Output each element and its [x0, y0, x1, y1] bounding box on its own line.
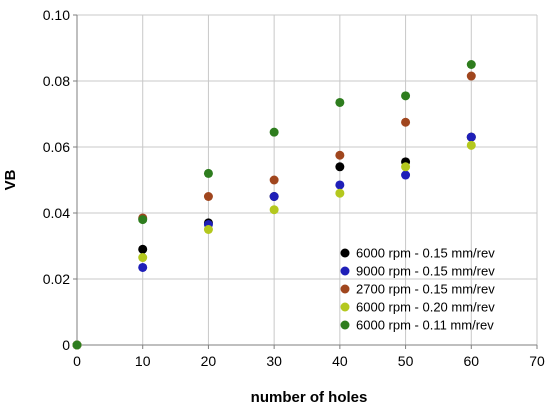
legend-marker [340, 284, 350, 294]
data-point [203, 192, 213, 201]
data-point [203, 168, 213, 178]
data-point [335, 162, 345, 172]
data-point [138, 253, 148, 263]
data-point [401, 117, 411, 127]
data-point [138, 262, 148, 272]
x-tick-label: 30 [266, 353, 282, 369]
x-tick-label: 60 [463, 353, 479, 369]
data-point [269, 205, 279, 215]
x-tick-label: 0 [73, 353, 81, 369]
data-point [72, 340, 82, 350]
data-points [72, 60, 476, 350]
legend-label: 9000 rpm - 0.15 mm/rev [356, 264, 495, 279]
y-axis-title: VB [2, 169, 19, 190]
y-tick-label: 0.08 [43, 73, 70, 89]
data-point [138, 215, 148, 225]
y-tick-label: 0.04 [43, 205, 70, 221]
data-point [269, 175, 279, 185]
tick-labels: 0 10 20 30 40 50 60 70 0 0.02 0.04 0.06 0.08 0.10 [43, 7, 545, 369]
y-tick-label: 0 [62, 337, 70, 353]
data-point [335, 188, 345, 198]
data-point [335, 97, 345, 107]
y-tick-label: 0.02 [43, 271, 70, 287]
y-tick-label: 0.10 [43, 7, 70, 23]
data-point [335, 180, 345, 190]
data-point [466, 60, 476, 69]
legend-marker [340, 266, 350, 276]
legend-label: 6000 rpm - 0.20 mm/rev [356, 300, 495, 315]
data-point [401, 91, 411, 101]
data-point [466, 132, 476, 142]
data-point [269, 192, 279, 201]
data-point [401, 162, 411, 172]
x-tick-label: 20 [201, 353, 217, 369]
legend-label: 2700 rpm - 0.15 mm/rev [356, 282, 495, 297]
legend-label: 6000 rpm - 0.15 mm/rev [356, 246, 495, 261]
x-tick-label: 70 [529, 353, 545, 369]
legend-marker [340, 302, 350, 312]
data-point [466, 140, 476, 150]
legend-label: 6000 rpm - 0.11 mm/rev [356, 318, 494, 333]
legend: 6000 rpm - 0.15 mm/rev 9000 rpm - 0.15 mm… [340, 246, 495, 333]
data-point [138, 244, 148, 254]
data-point [335, 150, 345, 160]
data-point [203, 225, 213, 234]
series-points [72, 60, 476, 350]
legend-marker [340, 320, 350, 330]
y-tick-label: 0.06 [43, 139, 70, 155]
data-point [269, 127, 279, 137]
legend-marker [340, 248, 350, 258]
x-tick-label: 10 [135, 353, 151, 369]
data-point [466, 71, 476, 81]
x-tick-label: 40 [332, 353, 348, 369]
x-axis-title: number of holes [251, 389, 368, 406]
data-point [401, 170, 411, 180]
x-tick-label: 50 [398, 353, 414, 369]
